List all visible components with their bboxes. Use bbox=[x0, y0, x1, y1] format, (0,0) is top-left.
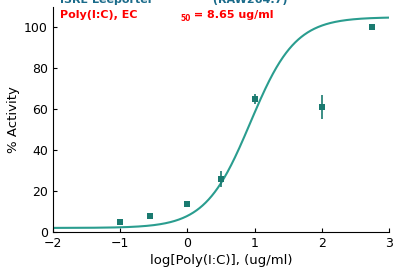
Text: Poly(I:C), EC: Poly(I:C), EC bbox=[60, 10, 137, 21]
Text: = 8.65 ug/ml: = 8.65 ug/ml bbox=[190, 10, 274, 21]
Text: (RAW264.7): (RAW264.7) bbox=[209, 0, 288, 5]
Text: 50: 50 bbox=[181, 14, 191, 23]
Text: ISRE Leeporter: ISRE Leeporter bbox=[60, 0, 153, 5]
Text: TM: TM bbox=[199, 0, 212, 1]
X-axis label: log[Poly(I:C)], (ug/ml): log[Poly(I:C)], (ug/ml) bbox=[150, 254, 292, 267]
Y-axis label: % Activity: % Activity bbox=[7, 86, 20, 153]
